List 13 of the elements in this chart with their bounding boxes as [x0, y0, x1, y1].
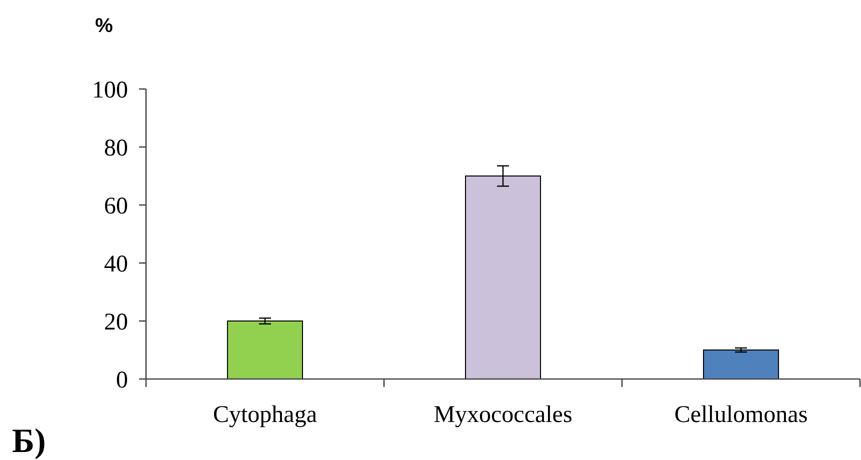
x-tick-label: Myxococcales	[434, 402, 572, 428]
y-tick-label: 80	[104, 135, 128, 162]
y-axis-title: %	[95, 15, 114, 37]
y-tick-label: 20	[104, 309, 128, 336]
text: Б)	[12, 423, 46, 460]
bar	[227, 320, 303, 380]
y-tick-label: 0	[116, 367, 128, 394]
bar	[703, 350, 779, 380]
y-tick-label: 100	[92, 77, 128, 104]
x-tick-label: Cellulomonas	[674, 402, 808, 428]
x-tick-label: Cytophaga	[213, 402, 318, 428]
y-tick-label: 40	[104, 251, 128, 278]
y-tick-label: 60	[104, 193, 128, 220]
